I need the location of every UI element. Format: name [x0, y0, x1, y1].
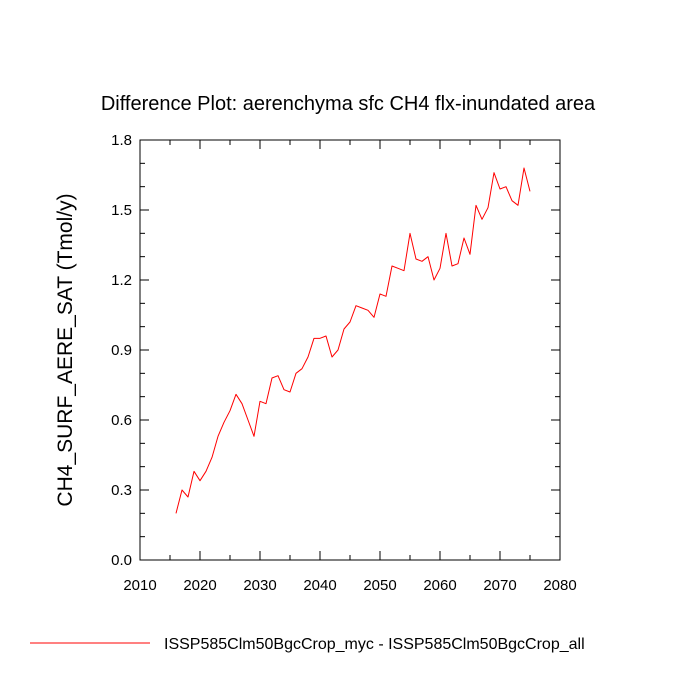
series-layer	[175, 167, 531, 514]
legend-label: ISSP585Clm50BgcCrop_myc - ISSP585Clm50Bg…	[164, 636, 585, 653]
axis-tick-labels: 2010 2020 2030 2040 2050 2060 2070 2080 0.0 0.3 0.…	[111, 132, 577, 594]
x-tick-label: 2020	[183, 577, 216, 594]
y-tick-label: 0.9	[111, 342, 132, 359]
x-tick-label: 2010	[123, 577, 156, 594]
legend: ISSP585Clm50BgcCrop_myc - ISSP585Clm50Bg…	[30, 636, 585, 653]
x-tick-label: 2080	[543, 577, 576, 594]
plot-frame	[139, 139, 561, 561]
x-tick-label: 2040	[303, 577, 336, 594]
series-line	[175, 167, 531, 514]
x-tick-label: 2060	[423, 577, 456, 594]
y-tick-label: 1.5	[111, 202, 132, 219]
axis-ticks	[139, 139, 561, 561]
x-tick-label: 2070	[483, 577, 516, 594]
y-tick-label: 1.8	[111, 132, 132, 149]
x-tick-label: 2050	[363, 577, 396, 594]
x-tick-label: 2030	[243, 577, 276, 594]
y-axis-title: CH4_SURF_AERE_SAT (Tmol/y)	[54, 193, 77, 506]
y-tick-label: 1.2	[111, 272, 132, 289]
y-tick-label: 0.3	[111, 482, 132, 499]
y-axis-title-group: CH4_SURF_AERE_SAT (Tmol/y)	[54, 193, 77, 506]
y-tick-label: 0.6	[111, 412, 132, 429]
chart-title: Difference Plot: aerenchyma sfc CH4 flx-…	[101, 93, 596, 115]
y-tick-label: 0.0	[111, 552, 132, 569]
